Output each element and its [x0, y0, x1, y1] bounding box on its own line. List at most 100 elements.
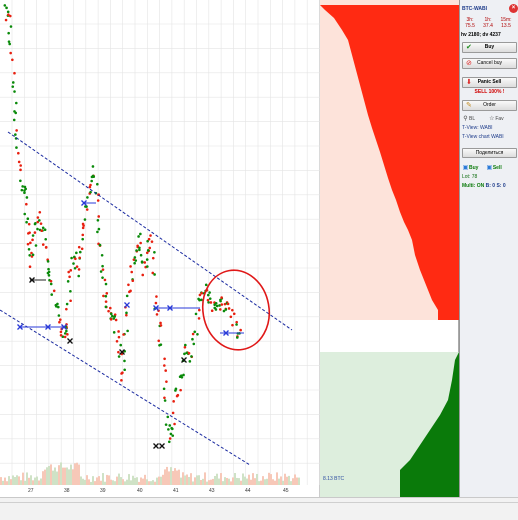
volume-bar [30, 475, 32, 485]
trade-dot [120, 372, 123, 375]
volume-bar [206, 481, 208, 485]
volume-bar [88, 479, 90, 485]
volume-bar [274, 480, 276, 485]
volume-bar [6, 481, 8, 485]
volume-bar [178, 469, 180, 485]
trade-dot [59, 330, 63, 334]
trade-dot [123, 368, 126, 372]
order-button[interactable]: ✎ Order [462, 100, 517, 111]
trade-dot [112, 317, 116, 320]
close-icon[interactable]: × [509, 4, 518, 13]
volume-bar [78, 464, 80, 485]
trade-dot [197, 317, 201, 320]
volume-bar [202, 478, 204, 485]
volume-bar [184, 475, 186, 485]
trade-dot [28, 253, 31, 257]
trade-dot [65, 307, 68, 311]
trade-dot [85, 208, 89, 211]
trade-dot [129, 265, 132, 268]
trade-dot [208, 291, 211, 294]
trade-dot [81, 222, 85, 226]
trade-dot [180, 376, 184, 379]
volume-bar [124, 481, 126, 485]
trade-dot [145, 251, 149, 255]
trade-dot [104, 282, 108, 286]
x-axis: 27 38 39 40 41 43 44 45 [0, 485, 320, 497]
share-button[interactable]: Поделиться [462, 148, 517, 158]
trade-dot [31, 234, 35, 237]
status-bar [0, 497, 518, 520]
trade-dot [49, 279, 53, 283]
trade-dot [36, 227, 39, 231]
tview-chart-link[interactable]: T-View chart WABI [462, 134, 504, 140]
trade-dot [89, 183, 92, 187]
volume-bar [48, 465, 50, 485]
trade-dot [77, 245, 81, 249]
volume-bar [0, 477, 2, 485]
volume-bar [294, 474, 296, 485]
trade-dot [13, 90, 16, 93]
volume-bar [190, 473, 192, 485]
trade-dot [115, 339, 119, 343]
buy-button[interactable]: ✔ Buy [462, 42, 517, 53]
stat-1h: 1h: 37.4 [483, 17, 493, 29]
trade-dot [61, 335, 65, 339]
trade-dot [6, 10, 10, 14]
trade-dot [197, 308, 201, 312]
sell-toggle-icon[interactable]: ▣ [486, 165, 493, 171]
cancel-buy-button[interactable]: ⊘ Cancel buy [462, 58, 517, 69]
ask-depth-area [320, 5, 459, 320]
sell-marker [159, 443, 165, 449]
volume-bar [160, 476, 162, 485]
volume-bar [54, 467, 56, 485]
volume-bars [0, 462, 300, 485]
buy-marker [81, 200, 87, 206]
star-icon[interactable]: ☆ [489, 116, 495, 122]
trade-dot [153, 251, 156, 254]
volume-bar [50, 464, 52, 485]
trade-dot [29, 241, 32, 245]
buy-toggle-icon[interactable]: ▣ [462, 165, 469, 171]
trade-dot [162, 387, 166, 391]
volume-bar [22, 472, 24, 485]
trade-dot [81, 233, 85, 237]
trade-dot [135, 249, 138, 252]
trade-dot [44, 245, 48, 249]
trade-dot [50, 293, 54, 296]
volume-bar [120, 477, 122, 485]
volume-bar [122, 479, 124, 485]
trade-dot [168, 424, 172, 427]
trade-dot [146, 249, 150, 252]
trade-dot [150, 240, 154, 243]
trade-dot [114, 318, 118, 322]
trade-dot [239, 328, 242, 332]
trade-dot [183, 345, 187, 349]
price-chart-canvas[interactable] [0, 0, 320, 497]
trade-dot [207, 301, 210, 304]
tview-link[interactable]: T-View: WABI [462, 125, 493, 131]
volume-bar [66, 467, 68, 485]
volume-bar [46, 467, 48, 485]
volume-bar [240, 480, 242, 485]
search-icon[interactable]: ⚲ [463, 116, 468, 122]
volume-bar [214, 476, 216, 485]
volume-bar [52, 470, 54, 485]
price-chart[interactable]: 27 38 39 40 41 43 44 45 [0, 0, 320, 497]
trend-lines [0, 131, 293, 466]
volume-bar [154, 481, 156, 485]
volume-bar [162, 474, 164, 485]
edit-icon: ✎ [466, 102, 472, 109]
x-tick-label: 43 [209, 488, 215, 494]
volume-bar [84, 479, 86, 485]
panic-sell-button[interactable]: ⬇ Panic Sell [462, 77, 517, 88]
trade-dot [74, 257, 77, 261]
trade-dot [159, 343, 163, 346]
trade-dot [133, 256, 137, 259]
trade-dot [131, 279, 135, 283]
trade-dot [138, 248, 141, 252]
trade-dot [34, 244, 38, 247]
trade-dot [147, 237, 151, 241]
volume-bar [118, 473, 120, 485]
volume-bar [70, 464, 72, 485]
lot-info: Lot: 78 [462, 174, 478, 180]
